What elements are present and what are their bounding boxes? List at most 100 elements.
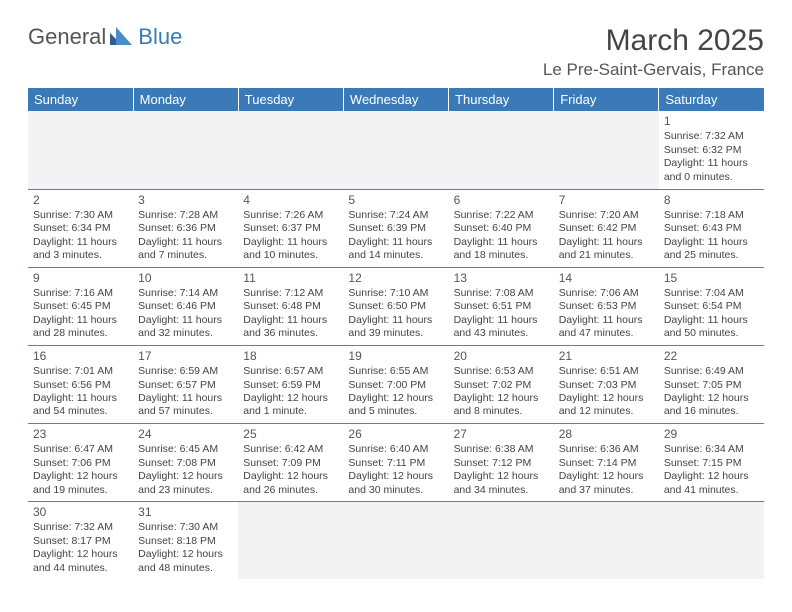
sunrise-line: Sunrise: 7:08 AM xyxy=(454,287,549,300)
calendar-day: 7Sunrise: 7:20 AMSunset: 6:42 PMDaylight… xyxy=(554,189,659,267)
day-header: Saturday xyxy=(659,88,764,111)
daylight-line: Daylight: 11 hours and 39 minutes. xyxy=(348,314,443,341)
calendar-day: 21Sunrise: 6:51 AMSunset: 7:03 PMDayligh… xyxy=(554,345,659,423)
calendar-day: 18Sunrise: 6:57 AMSunset: 6:59 PMDayligh… xyxy=(238,345,343,423)
sunrise-line: Sunrise: 6:47 AM xyxy=(33,443,128,456)
calendar-day: 29Sunrise: 6:34 AMSunset: 7:15 PMDayligh… xyxy=(659,423,764,501)
day-number: 24 xyxy=(138,427,233,442)
calendar-blank xyxy=(554,501,659,579)
calendar-day: 24Sunrise: 6:45 AMSunset: 7:08 PMDayligh… xyxy=(133,423,238,501)
sunset-line: Sunset: 6:43 PM xyxy=(664,222,759,235)
sunrise-line: Sunrise: 6:49 AM xyxy=(664,365,759,378)
logo-mark-icon xyxy=(110,25,136,50)
sunrise-line: Sunrise: 7:16 AM xyxy=(33,287,128,300)
calendar-day: 8Sunrise: 7:18 AMSunset: 6:43 PMDaylight… xyxy=(659,189,764,267)
daylight-line: Daylight: 11 hours and 32 minutes. xyxy=(138,314,233,341)
day-number: 10 xyxy=(138,271,233,286)
sunrise-line: Sunrise: 7:26 AM xyxy=(243,209,338,222)
day-number: 7 xyxy=(559,193,654,208)
day-number: 11 xyxy=(243,271,338,286)
calendar-day: 23Sunrise: 6:47 AMSunset: 7:06 PMDayligh… xyxy=(28,423,133,501)
daylight-line: Daylight: 11 hours and 14 minutes. xyxy=(348,236,443,263)
sunrise-line: Sunrise: 7:04 AM xyxy=(664,287,759,300)
calendar-day: 11Sunrise: 7:12 AMSunset: 6:48 PMDayligh… xyxy=(238,267,343,345)
day-number: 12 xyxy=(348,271,443,286)
calendar-day: 1Sunrise: 7:32 AMSunset: 6:32 PMDaylight… xyxy=(659,111,764,189)
sunrise-line: Sunrise: 7:22 AM xyxy=(454,209,549,222)
day-number: 25 xyxy=(243,427,338,442)
daylight-line: Daylight: 11 hours and 7 minutes. xyxy=(138,236,233,263)
sunset-line: Sunset: 6:45 PM xyxy=(33,300,128,313)
location-label: Le Pre-Saint-Gervais, France xyxy=(543,60,764,80)
daylight-line: Daylight: 12 hours and 23 minutes. xyxy=(138,470,233,497)
sunrise-line: Sunrise: 6:34 AM xyxy=(664,443,759,456)
day-header: Wednesday xyxy=(343,88,448,111)
day-number: 21 xyxy=(559,349,654,364)
day-number: 26 xyxy=(348,427,443,442)
sunrise-line: Sunrise: 6:55 AM xyxy=(348,365,443,378)
sunset-line: Sunset: 6:34 PM xyxy=(33,222,128,235)
calendar-blank xyxy=(28,111,133,189)
daylight-line: Daylight: 11 hours and 10 minutes. xyxy=(243,236,338,263)
day-number: 19 xyxy=(348,349,443,364)
logo-text-general: General xyxy=(28,24,106,50)
sunset-line: Sunset: 6:46 PM xyxy=(138,300,233,313)
sunset-line: Sunset: 7:11 PM xyxy=(348,457,443,470)
logo-text-blue: Blue xyxy=(138,24,182,50)
daylight-line: Daylight: 11 hours and 25 minutes. xyxy=(664,236,759,263)
daylight-line: Daylight: 11 hours and 0 minutes. xyxy=(664,157,759,184)
day-number: 30 xyxy=(33,505,128,520)
day-number: 29 xyxy=(664,427,759,442)
sunset-line: Sunset: 6:40 PM xyxy=(454,222,549,235)
sunset-line: Sunset: 7:09 PM xyxy=(243,457,338,470)
day-number: 14 xyxy=(559,271,654,286)
sunset-line: Sunset: 7:08 PM xyxy=(138,457,233,470)
daylight-line: Daylight: 12 hours and 41 minutes. xyxy=(664,470,759,497)
calendar-blank xyxy=(449,111,554,189)
day-number: 9 xyxy=(33,271,128,286)
daylight-line: Daylight: 12 hours and 8 minutes. xyxy=(454,392,549,419)
calendar-blank xyxy=(659,501,764,579)
calendar-week: 16Sunrise: 7:01 AMSunset: 6:56 PMDayligh… xyxy=(28,345,764,423)
sunrise-line: Sunrise: 7:32 AM xyxy=(664,130,759,143)
day-number: 31 xyxy=(138,505,233,520)
calendar-day: 28Sunrise: 6:36 AMSunset: 7:14 PMDayligh… xyxy=(554,423,659,501)
daylight-line: Daylight: 12 hours and 16 minutes. xyxy=(664,392,759,419)
sunrise-line: Sunrise: 7:10 AM xyxy=(348,287,443,300)
daylight-line: Daylight: 11 hours and 47 minutes. xyxy=(559,314,654,341)
sunrise-line: Sunrise: 6:51 AM xyxy=(559,365,654,378)
calendar-day: 14Sunrise: 7:06 AMSunset: 6:53 PMDayligh… xyxy=(554,267,659,345)
daylight-line: Daylight: 11 hours and 18 minutes. xyxy=(454,236,549,263)
sunrise-line: Sunrise: 7:14 AM xyxy=(138,287,233,300)
calendar-day: 4Sunrise: 7:26 AMSunset: 6:37 PMDaylight… xyxy=(238,189,343,267)
daylight-line: Daylight: 12 hours and 12 minutes. xyxy=(559,392,654,419)
calendar-week: 1Sunrise: 7:32 AMSunset: 6:32 PMDaylight… xyxy=(28,111,764,189)
calendar-week: 23Sunrise: 6:47 AMSunset: 7:06 PM Dayligh… xyxy=(28,423,764,501)
daylight-line: Daylight: 12 hours and 34 minutes. xyxy=(454,470,549,497)
calendar-blank xyxy=(343,111,448,189)
daylight-line: Daylight: 11 hours and 54 minutes. xyxy=(33,392,128,419)
page-header: General Blue March 2025 Le Pre-Saint-Ger… xyxy=(28,24,764,80)
calendar-day: 3Sunrise: 7:28 AMSunset: 6:36 PMDaylight… xyxy=(133,189,238,267)
sunset-line: Sunset: 6:54 PM xyxy=(664,300,759,313)
sunrise-line: Sunrise: 7:18 AM xyxy=(664,209,759,222)
daylight-line: Daylight: 12 hours and 48 minutes. xyxy=(138,548,233,575)
day-header: Sunday xyxy=(28,88,133,111)
day-number: 2 xyxy=(33,193,128,208)
sunset-line: Sunset: 8:17 PM xyxy=(33,535,128,548)
calendar-day: 10Sunrise: 7:14 AMSunset: 6:46 PMDayligh… xyxy=(133,267,238,345)
sunset-line: Sunset: 7:06 PM xyxy=(33,457,128,470)
calendar-day: 31Sunrise: 7:30 AMSunset: 8:18 PMDayligh… xyxy=(133,501,238,579)
calendar-blank xyxy=(133,111,238,189)
calendar-blank xyxy=(554,111,659,189)
sunset-line: Sunset: 6:37 PM xyxy=(243,222,338,235)
day-number: 17 xyxy=(138,349,233,364)
sunrise-line: Sunrise: 7:01 AM xyxy=(33,365,128,378)
sunset-line: Sunset: 6:57 PM xyxy=(138,379,233,392)
sunrise-line: Sunrise: 7:12 AM xyxy=(243,287,338,300)
calendar-day: 27Sunrise: 6:38 AMSunset: 7:12 PMDayligh… xyxy=(449,423,554,501)
day-header-row: SundayMondayTuesdayWednesdayThursdayFrid… xyxy=(28,88,764,111)
calendar-day: 16Sunrise: 7:01 AMSunset: 6:56 PMDayligh… xyxy=(28,345,133,423)
calendar-day: 6Sunrise: 7:22 AMSunset: 6:40 PMDaylight… xyxy=(449,189,554,267)
day-number: 23 xyxy=(33,427,128,442)
